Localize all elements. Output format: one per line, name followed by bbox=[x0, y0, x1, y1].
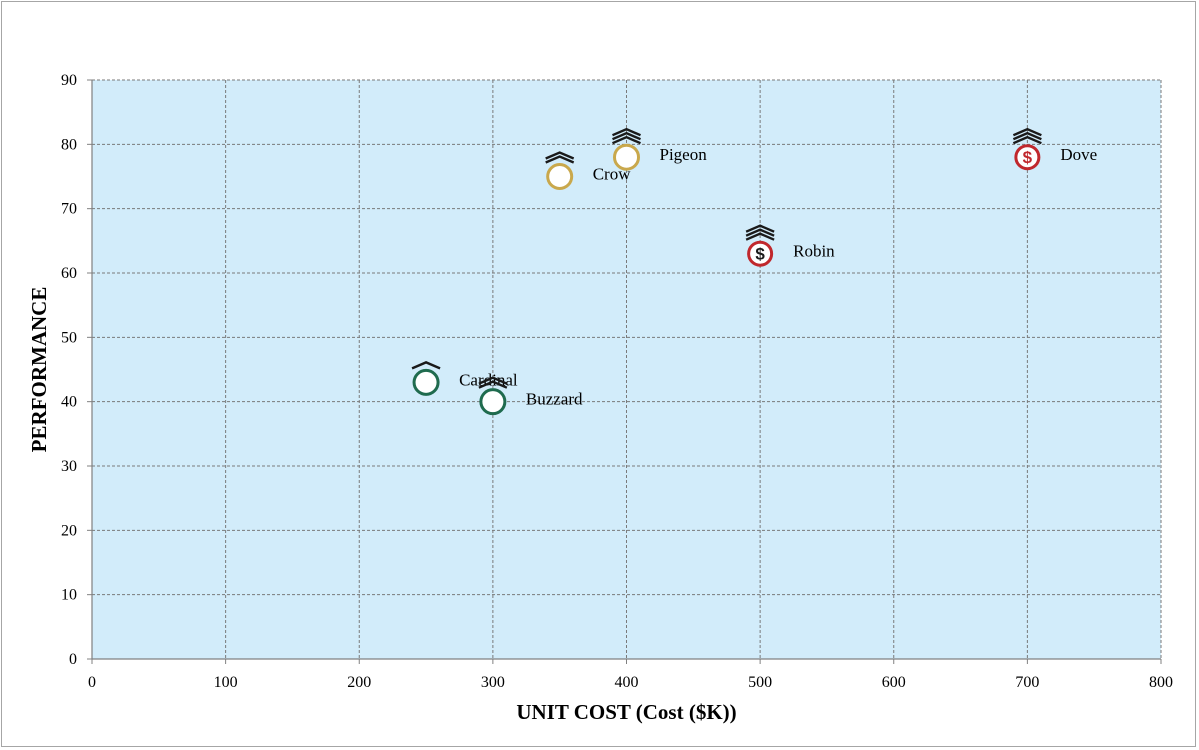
chevron-rank-icon bbox=[612, 127, 641, 145]
y-tick-label: 70 bbox=[61, 201, 77, 218]
point-label: Buzzard bbox=[526, 390, 583, 409]
y-tick-label: 20 bbox=[61, 522, 77, 539]
x-tick-labels: 0 100 200 300 400 500 600 700 800 bbox=[88, 674, 1173, 691]
x-axis-title: UNIT COST (Cost ($K)) bbox=[516, 700, 736, 724]
data-point-crow: Crow bbox=[545, 151, 631, 190]
point-marker bbox=[613, 143, 640, 171]
point-marker bbox=[747, 240, 774, 267]
y-tick-label: 30 bbox=[61, 458, 77, 475]
y-tick-label: 40 bbox=[61, 394, 77, 411]
dollar-icon: $ bbox=[755, 245, 765, 264]
chevron-rank-icon bbox=[411, 361, 441, 370]
data-point-cardinal: Cardinal bbox=[411, 361, 518, 396]
y-axis-title: PERFORMANCE bbox=[27, 287, 51, 453]
data-point-pigeon: Pigeon bbox=[612, 127, 708, 171]
data-points: Cardinal Buzzard Crow Pigeon $ Robin $ Dove bbox=[411, 127, 1097, 416]
point-marker bbox=[412, 368, 440, 396]
chevron-rank-icon bbox=[745, 224, 775, 241]
x-tick-label: 100 bbox=[214, 674, 238, 691]
data-point-buzzard: Buzzard bbox=[478, 376, 583, 416]
x-tick-label: 400 bbox=[615, 674, 639, 691]
x-tick-label: 600 bbox=[882, 674, 906, 691]
y-tick-label: 80 bbox=[61, 136, 77, 153]
x-tick-label: 200 bbox=[347, 674, 371, 691]
point-label: Pigeon bbox=[660, 145, 708, 164]
chevron-rank-icon bbox=[478, 376, 508, 389]
x-tick-label: 300 bbox=[481, 674, 505, 691]
y-tick-labels: 0 10 20 30 40 50 60 70 80 90 bbox=[61, 72, 77, 668]
x-tick-label: 500 bbox=[748, 674, 772, 691]
chevron-rank-icon bbox=[545, 151, 575, 164]
point-marker bbox=[1014, 144, 1041, 171]
x-tick-label: 700 bbox=[1015, 674, 1039, 691]
data-point-dove: $ Dove bbox=[1012, 127, 1097, 171]
dollar-icon: $ bbox=[1023, 148, 1033, 167]
point-label: Dove bbox=[1060, 145, 1097, 164]
data-point-robin: $ Robin bbox=[745, 224, 835, 267]
point-marker bbox=[479, 388, 507, 416]
x-tick-label: 800 bbox=[1149, 674, 1173, 691]
x-tick-label: 0 bbox=[88, 674, 96, 691]
y-tick-label: 10 bbox=[61, 587, 77, 604]
y-tick-label: 60 bbox=[61, 265, 77, 282]
point-marker bbox=[546, 163, 574, 190]
axes bbox=[87, 79, 1162, 664]
chevron-rank-icon bbox=[1012, 127, 1042, 145]
y-tick-label: 0 bbox=[69, 651, 77, 668]
y-tick-label: 90 bbox=[61, 72, 77, 89]
y-tick-label: 50 bbox=[61, 329, 77, 346]
point-label: Robin bbox=[793, 242, 835, 261]
